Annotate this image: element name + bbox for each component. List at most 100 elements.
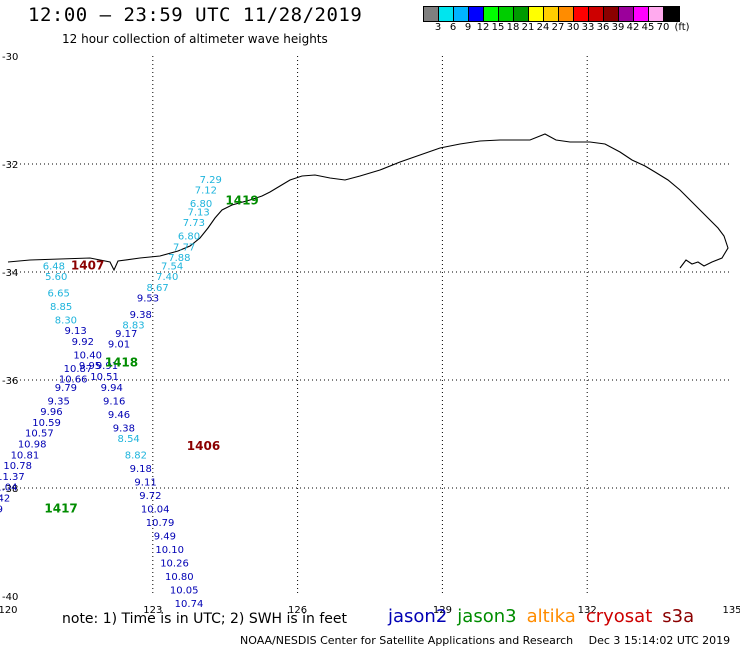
wave-height-label: 9.17 (115, 329, 137, 340)
lon-tick-label: 135 (722, 605, 740, 616)
wave-height-label: 7.73 (183, 218, 205, 229)
wave-height-label: 10.10 (155, 545, 184, 556)
wave-height-label: 9.16 (103, 396, 125, 407)
wave-height-label: 6.80 (190, 199, 212, 210)
colorbar-swatch (499, 7, 514, 21)
lat-tick-label: -36 (2, 376, 18, 387)
legend-cryosat: cryosat (585, 606, 653, 627)
wave-height-label: 11.37 (0, 472, 25, 483)
wave-height-label: 10.79 (146, 518, 175, 529)
colorbar-tick-label: 30 (566, 22, 580, 33)
legend-jason3: jason3 (457, 606, 517, 627)
colorbar-tick-label: 21 (521, 22, 535, 33)
coastline (7, 133, 729, 272)
colorbar-swatch (619, 7, 634, 21)
wave-height-label: 10.66 (59, 375, 88, 386)
wave-height-label: 10.26 (160, 558, 189, 569)
pass-number-label: 1417 (44, 501, 77, 515)
wave-height-label: 8.85 (50, 302, 72, 313)
wave-height-label: 10.05 (170, 585, 199, 596)
lon-tick-label: 126 (288, 605, 307, 616)
map-subtitle: 12 hour collection of altimeter wave hei… (62, 32, 328, 46)
credit-line: NOAA/NESDIS Center for Satellite Applica… (240, 634, 730, 647)
colorbar-tick-label: 27 (551, 22, 565, 33)
wave-height-label: 8.82 (125, 450, 147, 461)
wave-height-label: 11.42 (0, 494, 10, 505)
colorbar-tick-label: 15 (491, 22, 505, 33)
lon-tick-label: 132 (578, 605, 597, 616)
wave-height-label: 8.30 (55, 315, 77, 326)
colorbar-swatch (454, 7, 469, 21)
colorbar-swatch (469, 7, 484, 21)
colorbar-swatch (664, 7, 679, 21)
lat-tick-label: -40 (2, 592, 18, 603)
wave-height-label: 10.98 (18, 440, 47, 451)
footer-note: note: 1) Time is in UTC; 2) SWH is in fe… (62, 611, 348, 627)
pass-labels: 141914071418140614171416 (44, 194, 258, 516)
map-title: 12:00 – 23:59 UTC 11/28/2019 (28, 4, 363, 26)
wave-height-label: 9.01 (108, 340, 130, 351)
wave-height-label: 10.80 (165, 572, 194, 583)
colorbar-swatch (574, 7, 589, 21)
wave-height-label: 7.29 (200, 175, 222, 186)
colorbar-tick-label: 12 (476, 22, 490, 33)
colorbar-swatch (424, 7, 439, 21)
lon-tick-label: 123 (143, 605, 162, 616)
wave-height-label: 7.88 (168, 253, 190, 264)
pass-number-label: 1419 (225, 194, 258, 208)
legend-altika: altika (526, 606, 576, 627)
track-dark-right: 9.94 9.16 9.46 9.38 9.18 9.11 9.72 10.04 10.79 9.… (101, 383, 204, 610)
wave-height-label: 6.65 (48, 288, 70, 299)
wave-height-label: 9.38 (130, 310, 152, 321)
lat-tick-label: -38 (2, 484, 18, 495)
colorbar-swatch (604, 7, 619, 21)
track-dark-upper: 9.539.389.13 9.179.92 9.0110.409.959.9110.… (59, 294, 159, 386)
colorbar-tick-label: 45 (641, 22, 655, 33)
wave-height-label: 10.40 (73, 350, 102, 361)
wave-height-label: 8.54 (118, 434, 140, 445)
pass-number-label: 1406 (187, 439, 220, 453)
colorbar-unit-label: (ft) (674, 22, 690, 33)
legend-s3a: s3a (662, 606, 695, 627)
colorbar-tick-label: 18 (506, 22, 520, 33)
colorbar-tick-label: 36 (596, 22, 610, 33)
credit-text: NOAA/NESDIS Center for Satellite Applica… (240, 634, 574, 647)
wave-height-label: 9.72 (139, 491, 161, 502)
colorbar-swatch (559, 7, 574, 21)
wave-height-label: 6.48 (43, 261, 65, 272)
wave-height-label: 9.53 (137, 294, 159, 305)
wave-height-label: 10.87 (64, 364, 93, 375)
wave-height-label: 10.51 (90, 372, 119, 383)
pass-number-label: 1418 (105, 356, 138, 370)
generated-timestamp: Dec 3 15:14:02 UTC 2019 (588, 634, 731, 647)
wave-height-label: 9.49 (154, 531, 176, 542)
wave-height-label: 5.60 (45, 272, 67, 283)
colorbar-swatch (649, 7, 664, 21)
colorbar-swatch (484, 7, 499, 21)
wave-height-label: 10.57 (25, 429, 54, 440)
colorbar-swatch (634, 7, 649, 21)
wave-height-label: 9.38 (113, 423, 135, 434)
wave-height-label: 9.11 (134, 477, 156, 488)
wave-height-label: 9.79 (55, 383, 77, 394)
colorbar-tick-label: 42 (626, 22, 640, 33)
wave-height-label: 11.19 (0, 504, 3, 515)
colorbar-swatch (439, 7, 454, 21)
wave-height-label: 7.77 (173, 242, 195, 253)
wave-height-label: 10.78 (3, 461, 32, 472)
wave-height-label: 7.40 (156, 272, 178, 283)
colorbar-tick-label: 33 (581, 22, 595, 33)
colorbar-tick-label: 70 (656, 22, 670, 33)
wave-height-label: 9.94 (101, 383, 123, 394)
lon-tick-label: 120 (0, 605, 18, 616)
colorbar-tick-label: 9 (464, 22, 472, 33)
wave-height-label: 9.91 (96, 361, 118, 372)
wave-height-label: 7.54 (161, 261, 183, 272)
track-light-left: 6.485.60 6.65 8.85 8.30 (43, 261, 77, 326)
colorbar-tick-label: 39 (611, 22, 625, 33)
wave-height-label: 9.35 (48, 396, 70, 407)
pass-number-label: 1407 (71, 258, 104, 272)
graticule: 120 123 126 129 132 135 -30 -32 -34 -36 -38 -40 (0, 52, 740, 616)
wave-height-label: 7.12 (195, 186, 217, 197)
